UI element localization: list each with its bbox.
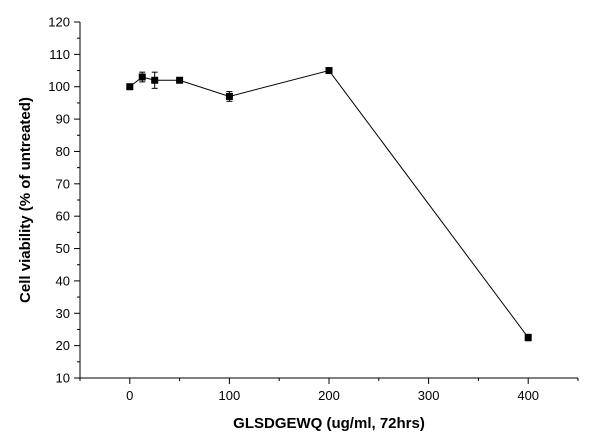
y-tick-label: 40: [56, 273, 70, 288]
series-layer: [126, 67, 532, 342]
y-tick-label: 30: [56, 306, 70, 321]
y-tick-label: 60: [56, 209, 70, 224]
y-tick-label: 10: [56, 371, 70, 386]
y-tick-label: 80: [56, 144, 70, 159]
data-point: [126, 83, 134, 91]
x-tick-label: 300: [418, 388, 440, 403]
y-axis-title: Cell viability (% of untreated): [17, 97, 34, 303]
data-point: [524, 334, 532, 342]
y-tick-label: 120: [48, 15, 70, 30]
data-point: [138, 73, 146, 81]
y-tick-label: 50: [56, 241, 70, 256]
x-axis-title: GLSDGEWQ (ug/ml, 72hrs): [233, 415, 425, 432]
y-tick-label: 110: [49, 47, 70, 62]
data-point: [325, 67, 333, 75]
series-line: [129, 69, 529, 338]
data-point: [151, 76, 159, 84]
data-point: [225, 92, 233, 100]
x-tick-label: 0: [126, 388, 133, 403]
x-axis-ticks: 0 100 200 300 400: [79, 378, 579, 403]
x-tick-label: 400: [517, 388, 539, 403]
y-tick-label: 70: [56, 176, 70, 191]
y-axis-ticks: 10 20 30 40 50 60 70 80 90 100 110 120: [48, 15, 80, 386]
x-tick-label: 100: [219, 388, 241, 403]
y-tick-label: 90: [56, 112, 70, 127]
y-tick-label: 100: [48, 79, 70, 94]
data-point: [176, 76, 184, 84]
y-tick-label: 20: [56, 338, 70, 353]
x-tick-label: 200: [318, 388, 340, 403]
